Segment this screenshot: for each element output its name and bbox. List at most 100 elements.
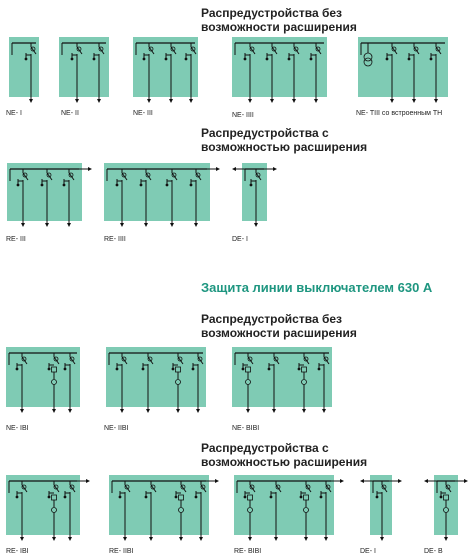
diagram-ne-iiii [232, 37, 327, 103]
switch-blade [305, 484, 312, 493]
panel-body [370, 475, 392, 535]
diagram-ne-ibi [6, 347, 80, 413]
extension-arrow-icon [340, 479, 344, 483]
earth-icon [62, 183, 66, 187]
section4-heading: Распредустройства с возможностью расшире… [201, 441, 466, 469]
panel-body [104, 163, 210, 221]
switch-blade [200, 484, 207, 493]
extension-arrow-icon [216, 167, 220, 171]
diagram-ne-iibi [106, 347, 206, 413]
cable-arrow-icon [314, 99, 318, 103]
switch-contact-icon [98, 46, 104, 52]
switch-contact-icon [325, 484, 331, 490]
switch-blade [293, 46, 300, 55]
switch-blade [150, 484, 157, 493]
switch-contact-icon [170, 46, 176, 52]
cable-arrow-icon [169, 99, 173, 103]
diagram-re-ibi [6, 475, 90, 541]
label-de-i-bottom: DE- I [360, 548, 376, 555]
cable-arrow-icon [248, 99, 252, 103]
cable-arrow-icon [21, 223, 25, 227]
earth-icon [15, 367, 19, 371]
switch-blade [435, 46, 442, 55]
label-re-iiii: RE- IIII [104, 236, 126, 243]
switch-contact-icon [177, 356, 183, 362]
cable-arrow-icon [176, 409, 180, 413]
earth-icon [47, 495, 51, 499]
earth-icon [165, 183, 169, 187]
earth-icon [141, 367, 145, 371]
diagram-de-i-bottom [360, 475, 402, 541]
cable-arrow-icon [52, 537, 56, 541]
cable-arrow-icon [67, 223, 71, 227]
label-ne-i: NE- I [6, 110, 22, 117]
cable-arrow-icon [189, 99, 193, 103]
label-ne-iii: NE- III [133, 110, 153, 117]
diagram-re-iibi [109, 475, 219, 541]
switch-contact-icon [249, 484, 255, 490]
earth-icon [287, 57, 291, 61]
earth-icon [63, 495, 67, 499]
switch-contact-icon [121, 172, 127, 178]
cable-arrow-icon [170, 223, 174, 227]
earth-icon [429, 57, 433, 61]
panel-body [9, 37, 39, 97]
cable-arrow-icon [246, 409, 250, 413]
extension-arrow-icon [86, 479, 90, 483]
cable-arrow-icon [75, 99, 79, 103]
switch-contact-icon [148, 46, 154, 52]
cable-arrow-icon [68, 409, 72, 413]
switch-blade [148, 46, 155, 55]
earth-icon [385, 57, 389, 61]
cable-arrow-icon [390, 99, 394, 103]
switch-blade [271, 46, 278, 55]
switch-blade [68, 172, 75, 181]
cable-arrow-icon [52, 409, 56, 413]
switch-blade [180, 484, 187, 493]
panel-body [358, 37, 448, 97]
panel-body [133, 37, 198, 97]
switch-contact-icon [323, 356, 329, 362]
earth-icon [92, 57, 96, 61]
switch-blade [76, 46, 83, 55]
switch-blade [147, 356, 154, 365]
diagram-re-bibi [234, 475, 344, 541]
switch-contact-icon [435, 46, 441, 52]
diagram-re-iii [7, 163, 92, 227]
earth-icon [189, 183, 193, 187]
label-ne-iibi: NE- IIBI [104, 425, 129, 432]
cable-arrow-icon [270, 99, 274, 103]
switch-blade [249, 46, 256, 55]
earth-icon [118, 495, 122, 499]
switch-contact-icon [21, 356, 27, 362]
cable-arrow-icon [199, 537, 203, 541]
panel-body [106, 347, 206, 407]
switch-blade [69, 484, 76, 493]
switch-blade [21, 356, 28, 365]
switch-contact-icon [22, 172, 28, 178]
switch-contact-icon [145, 172, 151, 178]
earth-icon [40, 183, 44, 187]
extension-arrow-icon [88, 167, 92, 171]
section1-heading: Распредустройства без возможности расшир… [201, 6, 466, 34]
diagram-de-b [424, 475, 468, 541]
cable-arrow-icon [144, 223, 148, 227]
cable-arrow-icon [97, 99, 101, 103]
switch-contact-icon [315, 46, 321, 52]
label-re-bibi: RE- BIBI [234, 548, 262, 555]
cable-arrow-icon [272, 409, 276, 413]
extension-arrow-icon [398, 479, 402, 483]
section3-heading-line1: Распредустройства без [201, 312, 342, 326]
switch-blade [46, 172, 53, 181]
switch-blade [303, 356, 310, 365]
earth-icon [299, 495, 303, 499]
panel-body [6, 475, 80, 535]
switch-contact-icon [271, 46, 277, 52]
diagram-ne-ii [59, 37, 109, 103]
earth-icon [15, 495, 19, 499]
earth-icon [144, 495, 148, 499]
cable-arrow-icon [274, 537, 278, 541]
earth-icon [309, 57, 313, 61]
section3-heading-line2: возможности расширения [201, 326, 357, 340]
